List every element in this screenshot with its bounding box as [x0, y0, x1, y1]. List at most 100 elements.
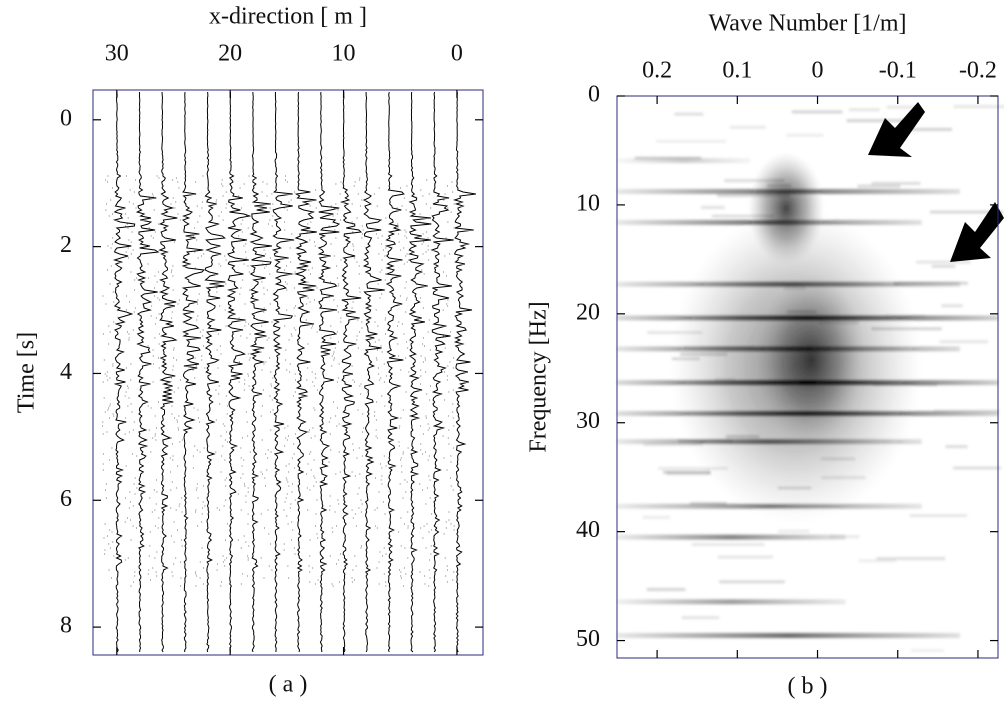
spectrum-noise [931, 264, 956, 268]
y-tick-label: 4 [60, 359, 72, 385]
spectrum-noise [783, 286, 806, 290]
trace-dots [442, 181, 455, 583]
spectrum-noise [786, 133, 824, 137]
trace [294, 91, 317, 653]
spectrum-band [617, 158, 751, 164]
x-axis-title: Wave Number [1/m] [709, 11, 907, 37]
spectrum-noise [791, 110, 843, 114]
spectrum-noise [700, 205, 725, 209]
spectrum-band [617, 281, 960, 287]
spectrum-noise [719, 580, 785, 584]
trace [135, 91, 160, 653]
spectrum-noise [777, 486, 812, 490]
spectrum-noise [671, 357, 700, 361]
x-tick-label: 10 [332, 41, 356, 67]
trace-dots [373, 187, 387, 587]
y-tick-label: 30 [576, 408, 600, 434]
spectrum-noise [821, 476, 866, 480]
trace-dots [124, 175, 138, 587]
spectrum-band [617, 411, 998, 417]
spectrum-noise [674, 112, 704, 116]
spectrum-noise [893, 281, 968, 285]
trace [204, 91, 226, 653]
spectrum-noise [634, 156, 702, 160]
panel: 30 20 10 0 0 2 4 6 8 x-direction [ m ] Time [s] ( a… [14, 4, 484, 698]
y-tick-label: 40 [576, 517, 600, 543]
x-tick-label: 20 [218, 41, 242, 67]
spectrum-noise [658, 466, 728, 470]
x-tick-label: -0.1 [879, 58, 917, 84]
spectrum-band [617, 503, 922, 509]
trace-dots [102, 175, 115, 579]
plot-frame [616, 95, 999, 659]
trace-dots [147, 175, 161, 581]
spectrum-noise [819, 321, 859, 325]
trace [452, 92, 476, 653]
spectrum-noise [846, 119, 918, 123]
spectrum-noise [829, 535, 860, 539]
trace-dots [169, 177, 183, 587]
spectrum-noise [656, 139, 727, 143]
trace [112, 91, 136, 653]
spectrum-noise [871, 181, 921, 185]
trace-dots [192, 175, 206, 587]
x-tick-label: 0.2 [642, 58, 672, 84]
y-axis-title: Frequency [Hz] [526, 301, 552, 452]
spectrum-noise [952, 466, 1002, 470]
trace-dots [396, 185, 410, 587]
panel: 0.2 0.1 0 -0.1 -0.2 0 10 20 30 40 50 Wave Number [1… [526, 11, 1004, 700]
x-tick-label: 0.1 [722, 58, 752, 84]
panel-caption: ( b ) [788, 674, 828, 700]
spectrum-noise [786, 310, 817, 314]
trace [271, 91, 295, 653]
spectrum-noise [766, 184, 791, 188]
spectrum-band [617, 380, 998, 386]
spectrum-band [617, 439, 922, 445]
y-tick-label: 0 [60, 105, 72, 131]
spectrum-noise [933, 409, 1000, 413]
spectrum-noise [871, 327, 942, 331]
trace-dots [237, 175, 251, 585]
spectrum-noise [666, 471, 711, 475]
spectrum-noise [647, 331, 703, 335]
trace [384, 91, 405, 653]
arrow [950, 202, 1004, 262]
spectrum-noise [724, 179, 785, 183]
trace [181, 91, 205, 652]
spectrum-noise [717, 555, 773, 559]
spectrum-noise [857, 184, 901, 188]
trace [317, 91, 341, 653]
spectrum-blob [757, 275, 865, 445]
spectrum-noise [929, 210, 1004, 214]
trace [226, 91, 252, 653]
trace-dots [283, 175, 297, 579]
y-tick-label: 2 [60, 232, 72, 258]
y-tick-label: 8 [60, 613, 72, 639]
spectrum-band [617, 219, 922, 225]
spectrum-noise [711, 214, 774, 218]
trace-dots [351, 177, 364, 583]
spectrum-noise [886, 105, 917, 109]
arrow [868, 102, 925, 157]
trace-dots [260, 181, 274, 579]
y-tick-label: 10 [576, 190, 600, 216]
spectrum-noise [953, 105, 1004, 109]
spectrum-noise [885, 314, 925, 318]
trace [249, 92, 272, 653]
spectrum-band [617, 189, 960, 195]
spectrum-noise [714, 377, 736, 381]
spectrum-band [617, 534, 846, 540]
x-tick-label: -0.2 [959, 58, 997, 84]
spectrum-band [617, 599, 846, 605]
spectrum-noise [849, 108, 880, 112]
y-tick-label: 0 [588, 82, 600, 108]
x-tick-label: 0 [451, 41, 463, 67]
spectrum-band [617, 633, 960, 639]
x-axis-title: x-direction [ m ] [209, 4, 367, 30]
spectrum-noise [643, 443, 704, 447]
y-tick-label: 6 [60, 486, 72, 512]
spectrum-noise [876, 557, 946, 561]
spectrum-noise [910, 648, 944, 652]
spectrum-noise [909, 514, 968, 518]
